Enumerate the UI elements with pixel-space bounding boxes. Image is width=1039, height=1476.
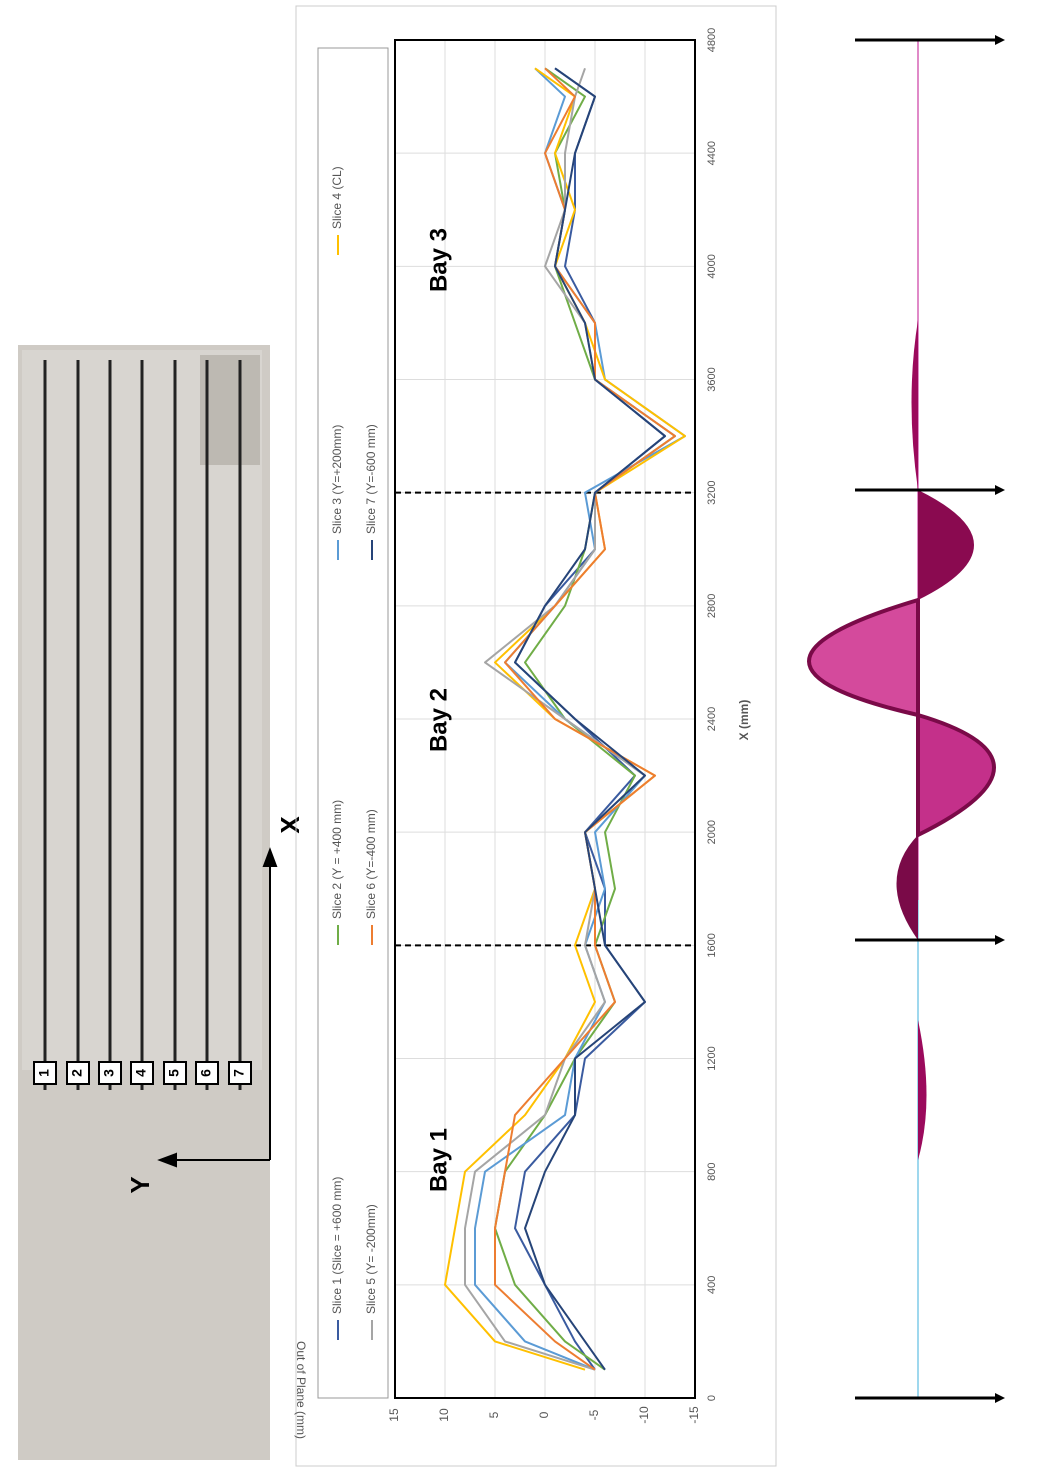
bay-label: Bay 1 xyxy=(425,1128,452,1192)
y-axis-title: Out of Plane (mm) xyxy=(294,1341,308,1439)
y-tick-label: -15 xyxy=(687,1406,701,1424)
bay-label: Bay 3 xyxy=(425,228,452,292)
slice-label: 6 xyxy=(198,1069,214,1077)
legend-label: Slice 3 (Y=+200mm) xyxy=(330,425,344,534)
x-tick-label: 1600 xyxy=(706,933,718,957)
scan-image xyxy=(18,345,276,1460)
x-axis-title: X (mm) xyxy=(737,700,751,741)
x-tick-label: 4000 xyxy=(706,254,718,278)
legend-label: Slice 1 (Slice = +600 mm) xyxy=(330,1177,344,1314)
x-tick-label: 3200 xyxy=(706,480,718,504)
slice-label: 5 xyxy=(166,1069,182,1077)
y-tick-label: -10 xyxy=(637,1406,651,1424)
x-tick-label: 0 xyxy=(706,1395,718,1401)
legend-label: Slice 2 (Y = +400 mm) xyxy=(330,800,344,919)
legend-label: Slice 4 (CL) xyxy=(330,166,344,229)
x-tick-label: 4800 xyxy=(706,28,718,52)
legend-label: Slice 7 (Y=-600 mm) xyxy=(364,424,378,534)
x-tick-label: 400 xyxy=(706,1276,718,1294)
scan-y-axis: Y xyxy=(125,1176,155,1193)
slice-label: 2 xyxy=(69,1069,85,1077)
scan-x-axis: X xyxy=(275,816,305,834)
x-tick-label: 1200 xyxy=(706,1046,718,1070)
legend-label: Slice 6 (Y=-400 mm) xyxy=(364,809,378,919)
bay-label: Bay 2 xyxy=(425,688,452,752)
y-tick-label: 10 xyxy=(437,1408,451,1422)
legend-box xyxy=(318,48,388,1398)
y-tick-label: 5 xyxy=(487,1411,501,1418)
slice-label: 1 xyxy=(36,1069,52,1077)
x-tick-label: 2800 xyxy=(706,594,718,618)
y-tick-label: -5 xyxy=(587,1409,601,1420)
x-tick-label: 4400 xyxy=(706,141,718,165)
legend-label: Slice 5 (Y= -200mm) xyxy=(364,1204,378,1314)
x-tick-label: 800 xyxy=(706,1162,718,1180)
slice-label: 7 xyxy=(231,1069,247,1077)
slice-label: 4 xyxy=(133,1069,149,1077)
x-tick-label: 2000 xyxy=(706,820,718,844)
y-tick-label: 0 xyxy=(537,1411,551,1418)
slice-label: 3 xyxy=(101,1069,117,1077)
y-tick-label: 15 xyxy=(387,1408,401,1422)
x-tick-label: 2400 xyxy=(706,707,718,731)
deflected-shape xyxy=(809,35,1005,1403)
figure: 1 2 3 4 5 6 7 Y X Out of Plane (mm) X (mm) 0 40… xyxy=(0,0,1039,1471)
x-tick-label: 3600 xyxy=(706,367,718,391)
